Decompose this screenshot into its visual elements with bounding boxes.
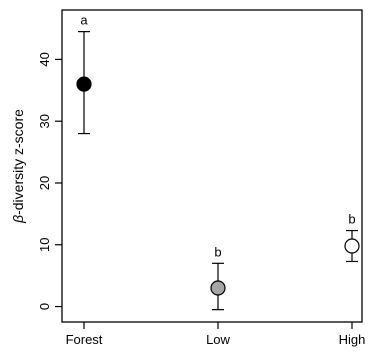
y-axis-label-symbol: β — [10, 215, 26, 224]
group-letter-forest: a — [80, 13, 88, 28]
x-tick-label-high: High — [339, 332, 366, 347]
point-low — [210, 280, 226, 296]
plot-frame — [61, 9, 363, 323]
x-tick-label-low: Low — [206, 332, 230, 347]
y-tick-label-4: 40 — [37, 52, 52, 66]
data-marks: a b b — [76, 13, 360, 311]
y-tick-label-1: 10 — [37, 238, 52, 252]
y-tick-label-3: 30 — [37, 114, 52, 128]
y-tick-label-2: 20 — [37, 176, 52, 190]
y-axis-label: β-diversity z-score — [10, 109, 26, 224]
point-forest — [76, 76, 92, 92]
y-axis-label-text: -diversity z-score — [10, 109, 26, 215]
x-tick-label-forest: Forest — [66, 332, 103, 347]
x-axis: Forest Low High — [66, 322, 366, 347]
group-letter-high: b — [348, 212, 355, 227]
group-letter-low: b — [214, 244, 221, 259]
y-tick-label-0: 0 — [37, 303, 52, 310]
point-high — [344, 238, 360, 254]
y-axis: 0 10 20 30 40 — [37, 52, 62, 310]
